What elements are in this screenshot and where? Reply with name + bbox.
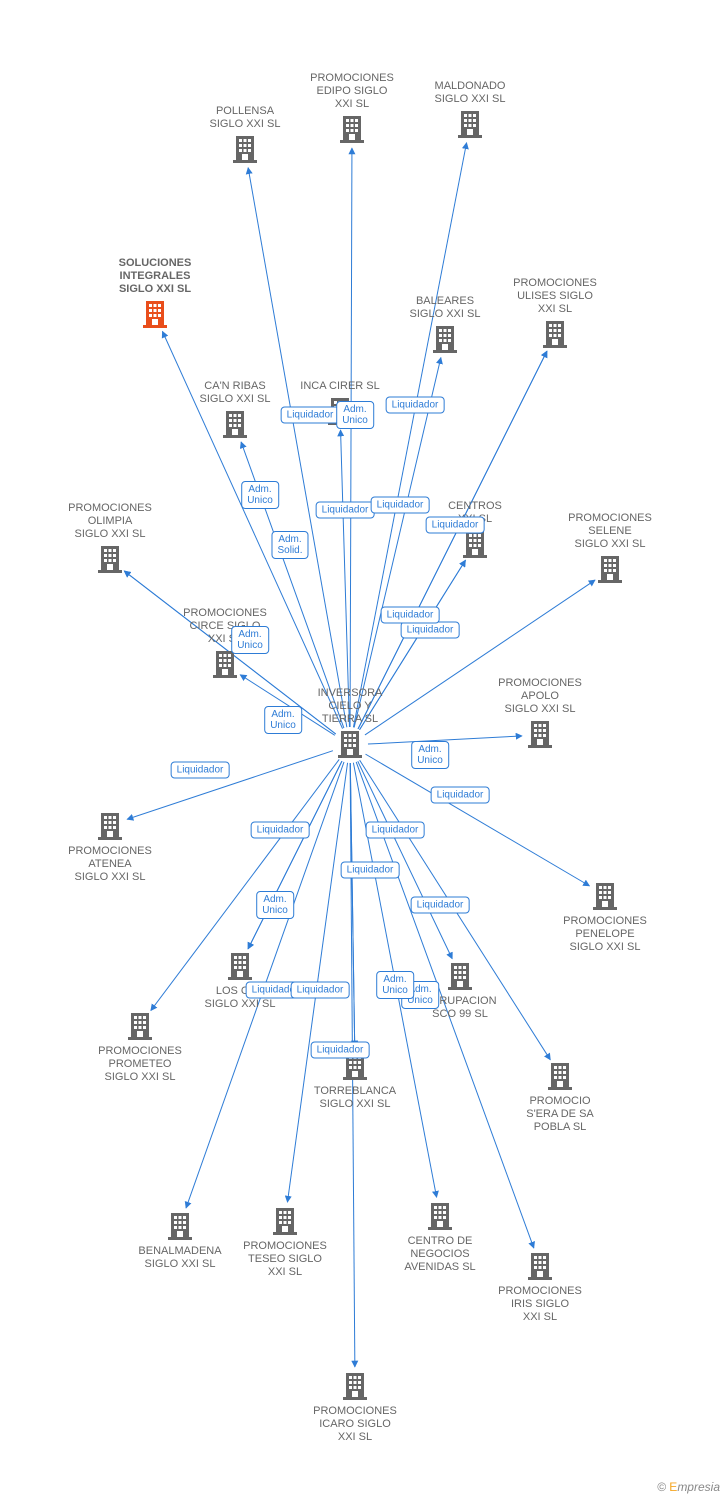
copyright-brand-rest: mpresia	[677, 1480, 720, 1494]
edge-line	[248, 761, 342, 949]
edge-line	[350, 763, 354, 1047]
building-icon	[338, 113, 366, 148]
node-ulises[interactable]: PROMOCIONESULISES SIGLOXXI SL	[500, 277, 610, 353]
edge-line	[350, 148, 352, 727]
building-icon	[431, 323, 459, 358]
node-inversora[interactable]: INVERSORACIELO YTIERRA SL	[295, 687, 405, 763]
building-icon	[271, 1205, 299, 1240]
node-pollensa[interactable]: POLLENSASIGLO XXI SL	[190, 105, 300, 168]
node-label: PROMOCIONESOLIMPIASIGLO XXI SL	[55, 502, 165, 541]
node-selene[interactable]: PROMOCIONESSELENESIGLO XXI SL	[555, 512, 665, 588]
edge-line	[341, 430, 350, 727]
node-maldonado[interactable]: MALDONADOSIGLO XXI SL	[415, 80, 525, 143]
node-label: MALDONADOSIGLO XXI SL	[415, 80, 525, 106]
edge-label: Adm.Unico	[411, 741, 449, 769]
edge-line	[248, 761, 342, 949]
edge-label: Liquidador	[386, 397, 445, 414]
building-icon	[226, 950, 254, 985]
building-icon	[426, 1200, 454, 1235]
node-canribas[interactable]: CA'N RIBASSIGLO XXI SL	[180, 380, 290, 443]
edge-label: Liquidador	[316, 502, 375, 519]
node-icaro[interactable]: PROMOCIONESICARO SIGLOXXI SL	[300, 1370, 410, 1446]
building-icon	[591, 880, 619, 915]
node-label: PROMOCIONESULISES SIGLOXXI SL	[500, 277, 610, 316]
node-soluciones[interactable]: SOLUCIONESINTEGRALESSIGLO XXI SL	[100, 257, 210, 333]
node-label: INVERSORACIELO YTIERRA SL	[295, 687, 405, 726]
node-edipo[interactable]: PROMOCIONESEDIPO SIGLOXXI SL	[297, 72, 407, 148]
building-icon	[166, 1210, 194, 1245]
edge-line	[353, 143, 466, 728]
node-iris[interactable]: PROMOCIONESIRIS SIGLOXXI SL	[485, 1250, 595, 1326]
edge-label: Adm.Unico	[256, 891, 294, 919]
building-icon	[231, 133, 259, 168]
node-benalmadena[interactable]: BENALMADENASIGLO XXI SL	[125, 1210, 235, 1273]
node-label: PROMOCIONESEDIPO SIGLOXXI SL	[297, 72, 407, 111]
edge-label: Liquidador	[366, 822, 425, 839]
node-negocios[interactable]: CENTRO DENEGOCIOSAVENIDAS SL	[385, 1200, 495, 1276]
node-label: POLLENSASIGLO XXI SL	[190, 105, 300, 131]
edge-label: Adm.Solid.	[271, 531, 308, 559]
node-penelope[interactable]: PROMOCIONESPENELOPESIGLO XXI SL	[550, 880, 660, 956]
building-icon	[456, 108, 484, 143]
building-icon	[546, 1060, 574, 1095]
edge-line	[350, 763, 354, 1047]
edge-label: Liquidador	[171, 762, 230, 779]
building-icon	[221, 408, 249, 443]
node-torreblanca[interactable]: TORREBLANCASIGLO XXI SL	[300, 1050, 410, 1113]
node-label: PROMOCIONESICARO SIGLOXXI SL	[300, 1405, 410, 1444]
edge-label: Adm.Unico	[376, 971, 414, 999]
building-icon	[141, 298, 169, 333]
node-label: BALEARESSIGLO XXI SL	[390, 295, 500, 321]
building-icon	[96, 543, 124, 578]
node-label: PROMOCIONESAPOLOSIGLO XXI SL	[485, 677, 595, 716]
edge-label: Liquidador	[291, 982, 350, 999]
node-label: CENTRO DENEGOCIOSAVENIDAS SL	[385, 1235, 495, 1274]
building-icon	[126, 1010, 154, 1045]
node-label: BENALMADENASIGLO XXI SL	[125, 1245, 235, 1271]
edge-label: Liquidador	[311, 1042, 370, 1059]
node-label: PROMOCIONESATENEASIGLO XXI SL	[55, 845, 165, 884]
node-label: PROMOCIONESPENELOPESIGLO XXI SL	[550, 915, 660, 954]
diagram-canvas: INVERSORACIELO YTIERRA SL SOLUCIONESINTE…	[0, 0, 728, 1500]
building-icon	[341, 1370, 369, 1405]
node-label: PROMOCIONESPROMETEOSIGLO XXI SL	[85, 1045, 195, 1084]
edge-label: Liquidador	[341, 862, 400, 879]
building-icon	[96, 810, 124, 845]
node-label: TORREBLANCASIGLO XXI SL	[300, 1085, 410, 1111]
building-icon	[526, 1250, 554, 1285]
node-baleares[interactable]: BALEARESSIGLO XXI SL	[390, 295, 500, 358]
node-apolo[interactable]: PROMOCIONESAPOLOSIGLO XXI SL	[485, 677, 595, 753]
edge-label: Liquidador	[401, 622, 460, 639]
copyright-symbol: ©	[657, 1480, 666, 1494]
node-sera[interactable]: PROMOCIOS'ERA DE SAPOBLA SL	[505, 1060, 615, 1136]
edge-label: Liquidador	[251, 822, 310, 839]
building-icon	[446, 960, 474, 995]
building-icon	[526, 718, 554, 753]
building-icon	[541, 318, 569, 353]
edge-label: Liquidador	[281, 407, 340, 424]
node-label: CA'N RIBASSIGLO XXI SL	[180, 380, 290, 406]
node-label: PROMOCIOS'ERA DE SAPOBLA SL	[505, 1095, 615, 1134]
copyright-text: © Empresia	[657, 1480, 720, 1494]
edge-label: Liquidador	[431, 787, 490, 804]
edge-label: Liquidador	[411, 897, 470, 914]
edge-label: Liquidador	[371, 497, 430, 514]
node-label: INCA CIRER SL	[285, 380, 395, 393]
edge-label: Liquidador	[426, 517, 485, 534]
node-label: SOLUCIONESINTEGRALESSIGLO XXI SL	[100, 257, 210, 296]
edge-label: Adm.Unico	[231, 626, 269, 654]
edge-label: Adm.Unico	[264, 706, 302, 734]
edge-label: Liquidador	[381, 607, 440, 624]
edge-label: Adm.Unico	[241, 481, 279, 509]
building-icon	[596, 553, 624, 588]
node-prometeo[interactable]: PROMOCIONESPROMETEOSIGLO XXI SL	[85, 1010, 195, 1086]
node-label: PROMOCIONESSELENESIGLO XXI SL	[555, 512, 665, 551]
node-teseo[interactable]: PROMOCIONESTESEO SIGLOXXI SL	[230, 1205, 340, 1281]
node-label: PROMOCIONESIRIS SIGLOXXI SL	[485, 1285, 595, 1324]
node-olimpia[interactable]: PROMOCIONESOLIMPIASIGLO XXI SL	[55, 502, 165, 578]
node-label: PROMOCIONESTESEO SIGLOXXI SL	[230, 1240, 340, 1279]
node-atenea[interactable]: PROMOCIONESATENEASIGLO XXI SL	[55, 810, 165, 886]
edge-label: Adm.Unico	[336, 401, 374, 429]
building-icon	[336, 728, 364, 763]
